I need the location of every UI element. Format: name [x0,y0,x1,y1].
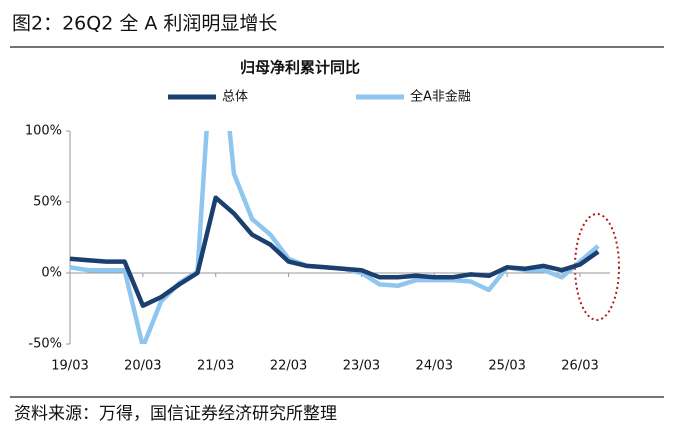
highlight-ellipse [574,213,620,321]
y-tick-label: 100% [25,124,62,139]
chart-title: 归母净利累计同比 [240,59,360,77]
x-tick-label: 26/03 [561,359,598,374]
x-tick-label: 23/03 [343,359,380,374]
series-line [69,131,600,344]
legend-label: 总体 [222,90,248,105]
x-tick-label: 20/03 [124,359,161,374]
legend-label: 全A非金融 [410,89,471,105]
x-tick-label: 21/03 [197,359,234,374]
series-line [69,195,600,308]
x-tick-label: 24/03 [416,359,453,374]
x-tick-label: 19/03 [51,359,88,374]
y-tick-label: 0% [41,266,62,281]
y-tick-label: 50% [33,195,62,210]
x-tick-label: 25/03 [488,359,525,374]
y-tick-label: -50% [28,337,62,352]
x-tick-label: 22/03 [270,359,307,374]
figure-title: 图2：26Q2 全 A 利润明显增长 [12,13,277,35]
source-note: 资料来源：万得，国信证券经济研究所整理 [14,404,337,424]
